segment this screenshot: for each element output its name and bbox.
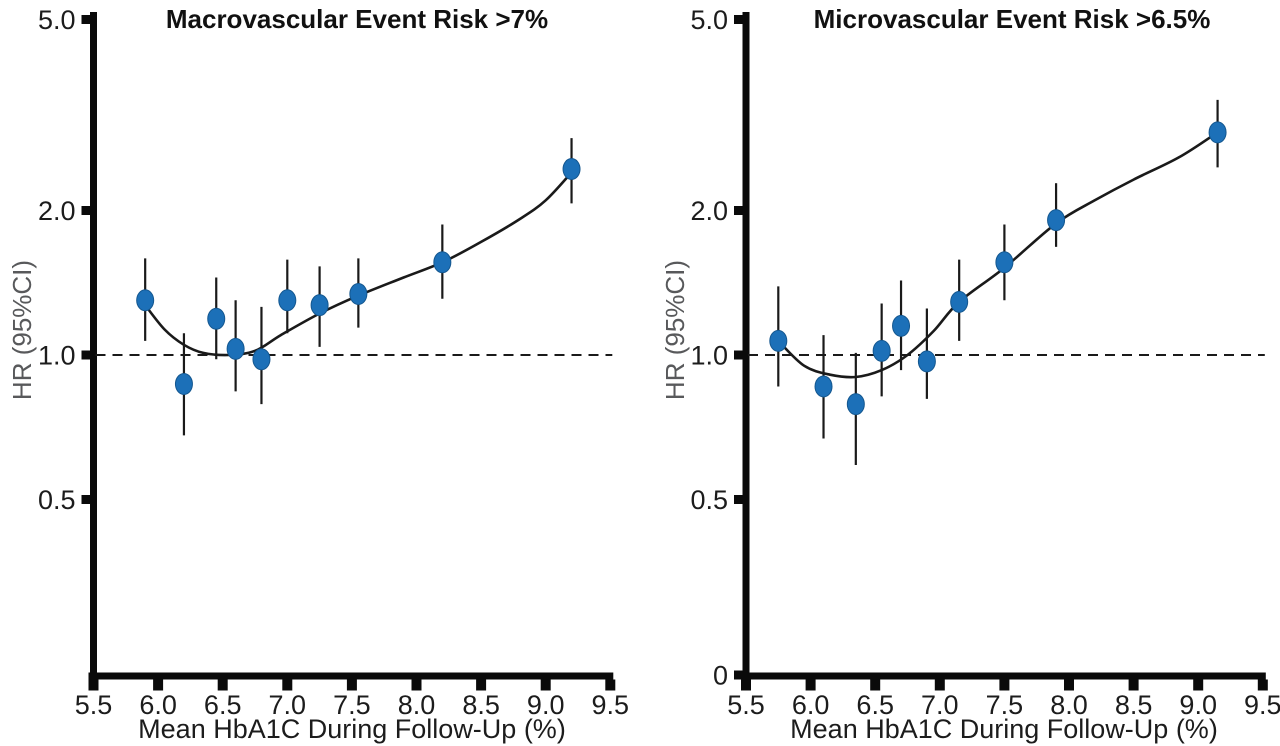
y-tick-label: 5.0: [38, 5, 76, 35]
x-tick: [88, 679, 99, 691]
data-point: [226, 337, 245, 360]
x-tick: [870, 679, 881, 691]
y-tick-label: 0.5: [690, 485, 728, 515]
x-tick: [741, 679, 751, 691]
x-tick-label: 5.5: [75, 690, 113, 720]
x-tick: [934, 679, 945, 691]
x-tick-label: 9.0: [527, 690, 565, 720]
x-tick-label: 6.5: [204, 690, 242, 720]
x-tick-label: 7.5: [333, 690, 371, 720]
x-tick: [217, 679, 228, 691]
data-point: [950, 290, 969, 313]
panel-a-y-axis-title: HR (95%CI): [7, 260, 37, 400]
data-point: [562, 158, 581, 181]
x-tick-label: 7.0: [269, 690, 307, 720]
x-tick: [1193, 679, 1204, 691]
y-axis: [742, 12, 750, 680]
panel-a-plot-area: 5.0 2.0 1.0 0.5 5.5 6.0 6.5 7.0 7.5 8.0 8.5 9.0 9.5: [38, 5, 629, 720]
data-point: [917, 350, 936, 373]
data-point: [207, 307, 226, 330]
x-tick: [1257, 679, 1268, 691]
data-point: [872, 339, 891, 362]
y-tick: [734, 14, 746, 24]
x-tick: [282, 679, 293, 691]
panel-a-x-axis-title: Mean HbA1C During Follow-Up (%): [138, 714, 566, 744]
data-point: [136, 289, 155, 312]
data-point: [769, 329, 788, 352]
y-tick-label: 0.5: [38, 485, 76, 515]
x-tick-label: 8.5: [462, 690, 500, 720]
data-point: [814, 375, 833, 398]
x-tick-label: 7.0: [921, 690, 959, 720]
y-tick-label: 0: [713, 661, 728, 691]
x-tick: [540, 679, 551, 691]
x-tick: [153, 679, 164, 691]
data-point: [1208, 121, 1227, 144]
x-axis: [88, 672, 614, 680]
y-tick-label: 1.0: [38, 341, 76, 371]
data-point: [174, 373, 193, 396]
x-axis: [741, 672, 1266, 680]
y-tick: [81, 14, 94, 24]
x-tick-label: 8.5: [1115, 690, 1153, 720]
x-tick: [346, 679, 357, 691]
y-tick: [734, 670, 746, 680]
y-tick: [81, 494, 94, 504]
x-tick: [1064, 679, 1074, 691]
data-point: [1047, 209, 1066, 232]
panel-b-plot-area: 5.0 2.0 1.0 0.5 05.5 6.0 6.5 7.0 7.5 8.0 8.5 9.0 9.5: [690, 5, 1280, 720]
y-tick-label: 2.0: [690, 196, 728, 226]
x-tick: [411, 679, 422, 691]
data-point: [349, 282, 368, 305]
y-tick-label: 5.0: [690, 5, 728, 35]
data-point: [892, 314, 911, 337]
data-point: [846, 393, 865, 416]
x-tick-label: 6.0: [139, 690, 177, 720]
x-tick: [805, 679, 816, 691]
x-tick-label: 6.0: [792, 690, 830, 720]
x-tick-label: 5.5: [727, 690, 765, 720]
x-tick: [476, 679, 487, 691]
y-tick: [734, 494, 746, 504]
y-tick: [81, 350, 94, 360]
x-tick-label: 8.0: [398, 690, 436, 720]
x-tick: [605, 679, 616, 691]
panel-b-x-axis-title: Mean HbA1C During Follow-Up (%): [790, 714, 1218, 744]
y-tick: [81, 206, 94, 216]
x-tick: [1128, 679, 1139, 691]
panel-b-y-axis-title: HR (95%CI): [660, 260, 690, 400]
x-tick-label: 8.0: [1050, 690, 1088, 720]
trend-curve: [777, 131, 1219, 379]
data-point: [278, 289, 297, 312]
panel-b-title: Microvascular Event Risk >6.5%: [814, 4, 1211, 34]
x-tick-label: 9.5: [1244, 690, 1280, 720]
x-tick: [999, 679, 1010, 691]
data-point: [310, 294, 329, 317]
x-tick-label: 9.5: [592, 690, 630, 720]
y-tick: [734, 350, 746, 360]
data-point: [433, 251, 452, 274]
panel-a-title: Macrovascular Event Risk >7%: [166, 4, 548, 34]
data-point: [995, 251, 1014, 274]
x-tick-label: 7.5: [986, 690, 1024, 720]
y-tick-label: 1.0: [690, 341, 728, 371]
y-tick-label: 2.0: [38, 196, 76, 226]
x-tick-label: 6.5: [856, 690, 894, 720]
x-tick-label: 9.0: [1179, 690, 1217, 720]
y-axis: [90, 12, 97, 680]
y-tick: [734, 206, 746, 216]
data-point: [252, 348, 271, 371]
